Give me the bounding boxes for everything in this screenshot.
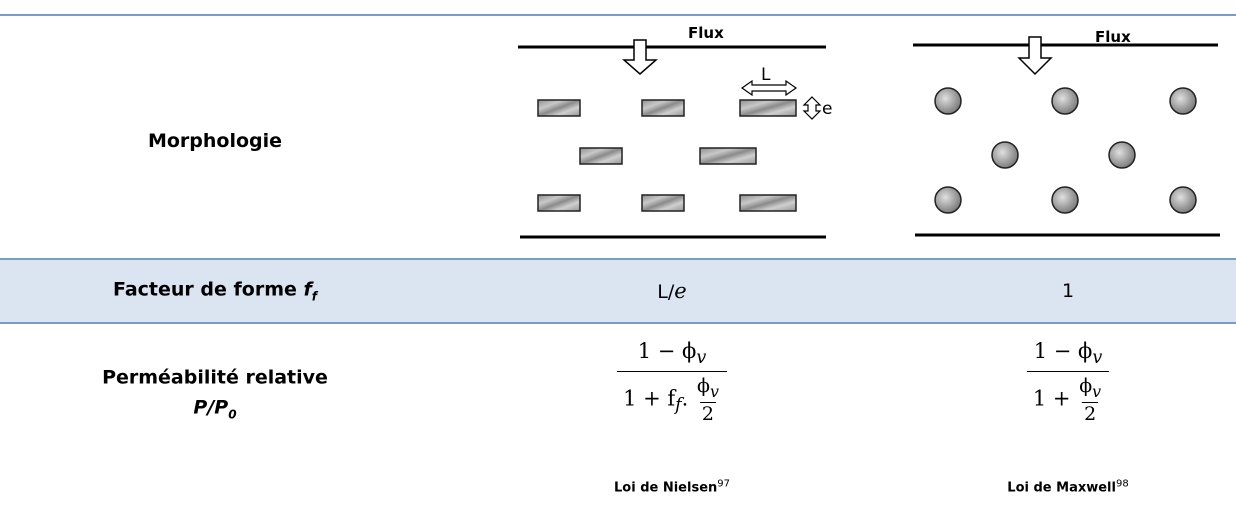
numerator: 1 − ϕ bbox=[1033, 339, 1093, 364]
caption-text: Loi de Maxwell bbox=[1007, 480, 1116, 496]
maxwell-formula: 1 − ϕv 1 + ϕv 2 bbox=[1026, 339, 1110, 425]
denominator: 1 + f bbox=[623, 386, 676, 411]
nielsen-value: L/e bbox=[657, 279, 686, 303]
row-rule bbox=[0, 258, 1236, 260]
flux-label: Flux bbox=[1095, 28, 1131, 46]
ratio: P/P bbox=[193, 396, 229, 419]
row-rule bbox=[0, 322, 1236, 324]
row-label: Morphologie bbox=[147, 130, 283, 152]
caption: Loi de Maxwell98 bbox=[1007, 478, 1128, 495]
value-text: L/ bbox=[657, 281, 675, 303]
inner-denominator: 2 bbox=[699, 401, 717, 425]
caption-ref: 98 bbox=[1115, 478, 1129, 490]
row-label: Perméabilité relative P/P0 bbox=[102, 363, 328, 430]
nielsen-diagram: Flux L e bbox=[518, 24, 832, 239]
numerator-sub: v bbox=[696, 348, 707, 369]
symbol-sub: f bbox=[311, 289, 318, 304]
caption-text: Loi de Nielsen bbox=[614, 480, 718, 496]
label-text: Facteur de forme bbox=[112, 278, 297, 301]
maxwell-diagram: Flux bbox=[913, 28, 1220, 237]
numerator-sub: v bbox=[1092, 348, 1103, 369]
caption: Loi de Nielsen97 bbox=[614, 478, 730, 495]
inner-numerator: ϕ bbox=[697, 375, 710, 398]
dot: . bbox=[681, 386, 689, 411]
top-rule bbox=[0, 14, 1236, 16]
maxwell-value: 1 bbox=[1061, 280, 1075, 302]
nielsen-formula: 1 − ϕv 1 + ff. ϕv 2 bbox=[617, 339, 727, 425]
length-label: L bbox=[761, 65, 771, 85]
inner-numerator-sub: v bbox=[1092, 381, 1102, 401]
denominator-sub: f bbox=[675, 395, 682, 416]
denominator: 1 + bbox=[1032, 386, 1071, 411]
diagrams: Flux L e Flux bbox=[518, 24, 1220, 239]
label-text: Perméabilité relative bbox=[102, 366, 328, 389]
inner-numerator-sub: v bbox=[709, 381, 719, 401]
numerator: 1 − ϕ bbox=[637, 339, 697, 364]
inner-denominator: 2 bbox=[1082, 401, 1099, 425]
value-italic: e bbox=[674, 279, 687, 303]
inner-numerator: ϕ bbox=[1079, 375, 1093, 398]
caption-ref: 97 bbox=[717, 478, 730, 490]
thickness-label: e bbox=[822, 99, 832, 119]
row-label: Facteur de forme ff bbox=[113, 279, 317, 304]
shaded-row bbox=[0, 259, 1236, 323]
ratio-sub: 0 bbox=[228, 407, 237, 422]
flux-label: Flux bbox=[688, 24, 724, 42]
symbol: f bbox=[303, 278, 312, 301]
